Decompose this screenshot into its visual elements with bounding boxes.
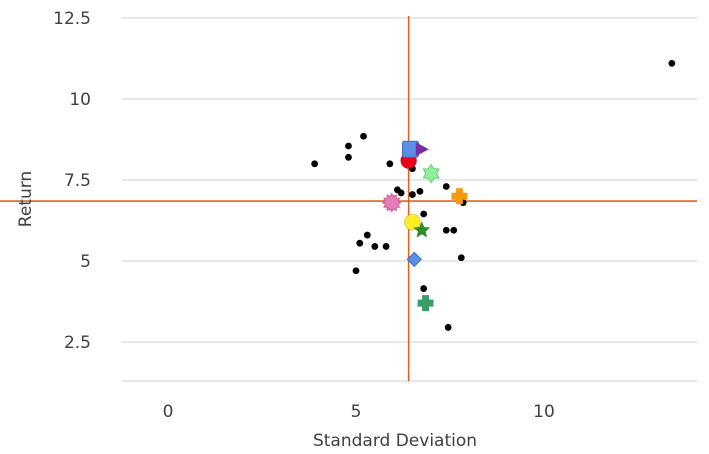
x-tick-label: 10: [533, 402, 555, 422]
data-points: [311, 59, 676, 331]
data-point: [457, 254, 465, 262]
data-point: [420, 210, 428, 218]
data-point: [417, 295, 434, 312]
y-tick-label: 7.5: [64, 171, 91, 191]
data-point: [442, 226, 450, 234]
data-point: [416, 187, 424, 195]
x-tick-label: 0: [163, 402, 174, 422]
data-point: [415, 142, 429, 157]
y-tick-label: 12.5: [53, 9, 91, 29]
y-axis-title: Return: [16, 171, 36, 227]
y-tick-label: 10: [69, 90, 91, 110]
data-point: [413, 221, 431, 238]
y-tick-label: 5: [80, 252, 91, 272]
data-point: [352, 267, 360, 275]
data-point: [406, 251, 422, 268]
data-point: [386, 160, 394, 168]
data-point: [450, 226, 458, 234]
data-point: [397, 189, 405, 197]
data-point: [409, 191, 416, 198]
data-point: [371, 243, 379, 250]
x-axis-title: Standard Deviation: [313, 431, 477, 451]
gridlines: [122, 17, 697, 382]
data-point: [381, 192, 402, 213]
x-tick-labels: 0 5 10: [163, 402, 555, 422]
data-point: [356, 239, 364, 247]
data-point: [360, 132, 367, 140]
y-tick-labels: 2.5 5 7.5 10 12.5: [53, 9, 91, 353]
data-point: [363, 231, 371, 239]
data-point: [345, 142, 352, 150]
data-point: [451, 188, 468, 205]
data-point: [382, 243, 390, 250]
data-point: [444, 324, 452, 331]
data-point: [420, 285, 428, 292]
data-point: [311, 160, 319, 168]
reference-lines: [0, 16, 697, 381]
data-point: [345, 153, 352, 161]
x-tick-label: 5: [351, 402, 362, 422]
data-point: [442, 183, 450, 190]
data-point: [403, 213, 421, 231]
y-tick-label: 2.5: [64, 333, 91, 353]
data-point: [668, 59, 676, 67]
data-point: [422, 163, 440, 184]
